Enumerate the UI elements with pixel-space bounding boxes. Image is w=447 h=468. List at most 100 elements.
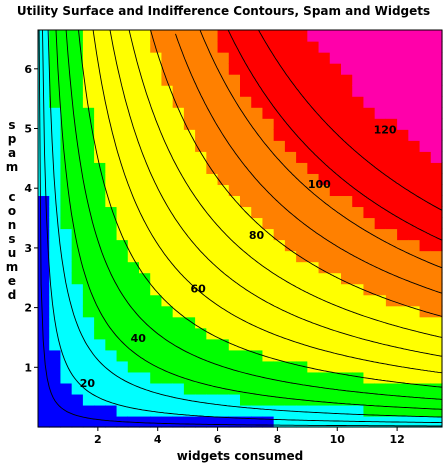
heatmap-cell: [240, 162, 252, 174]
heatmap-cell: [161, 184, 174, 197]
heatmap-cell: [127, 250, 140, 263]
heatmap-cell: [262, 393, 275, 406]
heatmap-cell: [397, 228, 409, 241]
contour-line: [175, 33, 443, 294]
heatmap-cell: [374, 228, 387, 241]
heatmap-cell: [139, 360, 151, 373]
heatmap-cell: [127, 173, 140, 185]
heatmap-cell: [94, 96, 106, 108]
y-axis-label-letter: a: [7, 146, 17, 160]
heatmap-cell: [139, 404, 151, 417]
heatmap-cell: [262, 316, 275, 329]
heatmap-cell: [195, 30, 207, 42]
heatmap-cell: [341, 85, 353, 97]
heatmap-cell: [172, 415, 185, 428]
heatmap-cell: [71, 228, 84, 241]
heatmap-cell: [419, 184, 432, 197]
heatmap-cell: [38, 316, 50, 329]
heatmap-cell: [318, 140, 331, 152]
heatmap-cell: [273, 415, 286, 428]
heatmap-cell: [71, 74, 84, 86]
heatmap-cell: [397, 206, 409, 219]
heatmap-cells: [38, 30, 443, 428]
heatmap-cell: [374, 239, 387, 252]
heatmap-cell: [352, 107, 365, 119]
heatmap-cell: [284, 272, 297, 285]
heatmap-cell: [240, 74, 252, 86]
heatmap-cell: [273, 327, 286, 340]
heatmap-cell: [341, 371, 353, 384]
heatmap-cell: [139, 41, 151, 53]
heatmap-cell: [150, 118, 163, 130]
heatmap-cell: [60, 118, 73, 130]
heatmap-cell: [307, 107, 320, 119]
heatmap-cell: [139, 140, 151, 152]
heatmap-cell: [352, 151, 365, 163]
heatmap-cell: [430, 283, 443, 296]
heatmap-cell: [430, 74, 443, 86]
heatmap-cell: [385, 228, 398, 241]
heatmap-cell: [430, 393, 443, 406]
heatmap-cell: [251, 206, 264, 219]
heatmap-cell: [127, 239, 140, 252]
heatmap-cell: [60, 184, 73, 197]
heatmap-cell: [352, 217, 365, 230]
heatmap-cell: [228, 30, 241, 42]
heatmap-cell: [329, 349, 342, 362]
heatmap-cell: [296, 96, 308, 108]
heatmap-cell: [374, 371, 387, 384]
heatmap-cell: [307, 162, 320, 174]
heatmap-cell: [116, 206, 129, 219]
heatmap-cell: [408, 382, 421, 395]
heatmap-cell: [127, 118, 140, 130]
heatmap-cell: [49, 217, 62, 230]
heatmap-cell: [206, 294, 219, 307]
heatmap-cell: [307, 404, 320, 417]
heatmap-cell: [105, 41, 118, 53]
heatmap-cell: [195, 327, 207, 340]
heatmap-cell: [430, 151, 443, 163]
heatmap-cell: [296, 272, 308, 285]
heatmap-cell: [284, 52, 297, 64]
heatmap-cell: [251, 96, 264, 108]
heatmap-cell: [82, 96, 95, 108]
heatmap-cell: [206, 41, 219, 53]
y-tick-label: 2: [24, 302, 32, 315]
heatmap-cell: [296, 107, 308, 119]
heatmap-cell: [408, 404, 421, 417]
heatmap-cell: [430, 195, 443, 208]
heatmap-cell: [419, 52, 432, 64]
heatmap-cell: [172, 250, 185, 263]
heatmap-cell: [251, 261, 264, 274]
heatmap-cell: [296, 52, 308, 64]
heatmap-cell: [318, 162, 331, 174]
heatmap-cell: [408, 74, 421, 86]
heatmap-cell: [352, 294, 365, 307]
heatmap-cell: [385, 393, 398, 406]
heatmap-cell: [116, 294, 129, 307]
heatmap-cell: [127, 107, 140, 119]
heatmap-cell: [419, 415, 432, 428]
heatmap-cell: [318, 151, 331, 163]
heatmap-cell: [419, 162, 432, 174]
heatmap-cell: [419, 294, 432, 307]
heatmap-cell: [71, 184, 84, 197]
heatmap-cell: [195, 283, 207, 296]
heatmap-cell: [251, 404, 264, 417]
heatmap-cell: [82, 195, 95, 208]
heatmap-cell: [397, 41, 409, 53]
heatmap-cell: [385, 349, 398, 362]
heatmap-cell: [318, 283, 331, 296]
heatmap-cell: [183, 118, 196, 130]
heatmap-cell: [240, 327, 252, 340]
heatmap-cell: [228, 294, 241, 307]
heatmap-cell: [341, 74, 353, 86]
heatmap-cell: [38, 217, 50, 230]
heatmap-cell: [116, 85, 129, 97]
heatmap-cell: [172, 63, 185, 75]
heatmap-cell: [183, 305, 196, 318]
heatmap-cell: [329, 52, 342, 64]
heatmap-cell: [318, 228, 331, 241]
heatmap-cell: [318, 316, 331, 329]
heatmap-cell: [82, 217, 95, 230]
